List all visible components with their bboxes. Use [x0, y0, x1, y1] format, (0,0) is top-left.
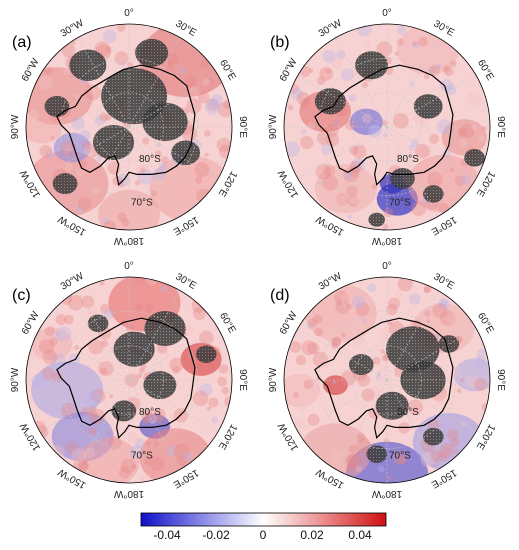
- anomaly-region: [77, 437, 140, 483]
- significance-stipple: [348, 354, 374, 376]
- longitude-label: 90°E: [237, 369, 248, 391]
- anomaly-region: [441, 119, 487, 156]
- latitude-label: 70°S: [389, 198, 411, 209]
- latitude-label: 80°S: [397, 154, 419, 165]
- significance-stipple: [113, 331, 155, 367]
- colorbar-labels: -0.04 -0.02 0 0.02 0.04: [141, 512, 386, 544]
- longitude-label: 180°W: [113, 235, 144, 246]
- significance-stipple: [390, 167, 415, 190]
- longitude-label: 180°W: [371, 488, 402, 499]
- significance-stipple: [143, 371, 177, 400]
- significance-stipple: [355, 51, 389, 80]
- significance-stipple: [423, 185, 444, 203]
- latitude-label: 70°S: [389, 451, 411, 462]
- significance-stipple: [423, 427, 444, 446]
- anomaly-region: [98, 189, 160, 230]
- significance-stipple: [464, 149, 485, 167]
- latitude-label: 70°S: [131, 451, 153, 462]
- antarctica-coastline: [314, 64, 454, 186]
- panel-label: (b): [270, 34, 290, 51]
- anomaly-region: [31, 327, 73, 361]
- significance-stipple: [44, 95, 70, 117]
- latitude-label: 80°S: [139, 154, 161, 165]
- longitude-label: 90°W: [268, 367, 279, 392]
- significance-stipple: [366, 445, 388, 463]
- anomaly-region: [314, 164, 377, 214]
- significance-stipple: [144, 310, 186, 347]
- colorbar-tick: -0.02: [202, 528, 230, 542]
- significance-stipple: [385, 326, 440, 372]
- anomaly-region: [53, 132, 91, 163]
- significance-stipple: [368, 212, 385, 227]
- antarctica-coastline: [56, 64, 196, 186]
- significance-stipple: [92, 124, 135, 160]
- antarctica-coastline: [56, 317, 196, 439]
- map-panel: 0°30°E60°E90°E120°E150°E180°W150°W120°W9…: [268, 261, 506, 499]
- latitude-label: 80°S: [397, 407, 419, 418]
- significance-stipple: [142, 102, 188, 142]
- map-panel: 0°30°E60°E90°E120°E150°E180°W150°W120°W9…: [10, 261, 248, 499]
- panel-label: (c): [12, 287, 31, 304]
- anomaly-region: [453, 358, 490, 392]
- significance-stipple: [135, 38, 169, 67]
- colorbar-tick: 0.02: [300, 528, 324, 542]
- longitude-label: 180°W: [371, 235, 402, 246]
- significance-stipple: [87, 314, 109, 333]
- colorbar-tick: -0.04: [153, 528, 181, 542]
- colorbar: [140, 512, 387, 527]
- anomaly-region: [26, 110, 63, 144]
- colorbar-tick: 0: [259, 528, 267, 542]
- antarctica-coastline: [314, 317, 454, 439]
- longitude-label: 90°E: [495, 116, 506, 138]
- panel-label: (d): [270, 287, 290, 304]
- significance-stipple: [195, 345, 217, 364]
- longitude-label: 0°: [382, 261, 392, 272]
- anomaly-region: [284, 373, 321, 407]
- latitude-label: 70°S: [131, 198, 153, 209]
- longitude-label: 0°: [382, 8, 392, 19]
- anomaly-region: [349, 108, 383, 136]
- latitude-label: 80°S: [139, 407, 161, 418]
- longitude-label: 90°W: [268, 114, 279, 139]
- significance-stipple: [314, 88, 346, 115]
- longitude-label: 180°W: [113, 488, 144, 499]
- colorbar-tick: 0.04: [348, 528, 372, 542]
- significance-stipple: [69, 49, 107, 81]
- panel-label: (a): [12, 34, 32, 51]
- longitude-label: 90°W: [10, 114, 21, 139]
- significance-stipple: [413, 94, 443, 119]
- map-panel: 0°30°E60°E90°E120°E150°E180°W150°W120°W9…: [268, 8, 506, 246]
- longitude-label: 90°E: [495, 369, 506, 391]
- significance-stipple: [375, 391, 409, 420]
- longitude-label: 90°E: [237, 116, 248, 138]
- longitude-label: 0°: [124, 261, 134, 272]
- anomaly-region: [31, 361, 104, 420]
- significance-stipple: [171, 140, 201, 166]
- longitude-label: 0°: [124, 8, 134, 19]
- longitude-label: 90°W: [10, 367, 21, 392]
- map-panel: 0°30°E60°E90°E120°E150°E180°W150°W120°W9…: [10, 8, 248, 246]
- significance-stipple: [438, 335, 460, 353]
- significance-stipple: [52, 173, 78, 195]
